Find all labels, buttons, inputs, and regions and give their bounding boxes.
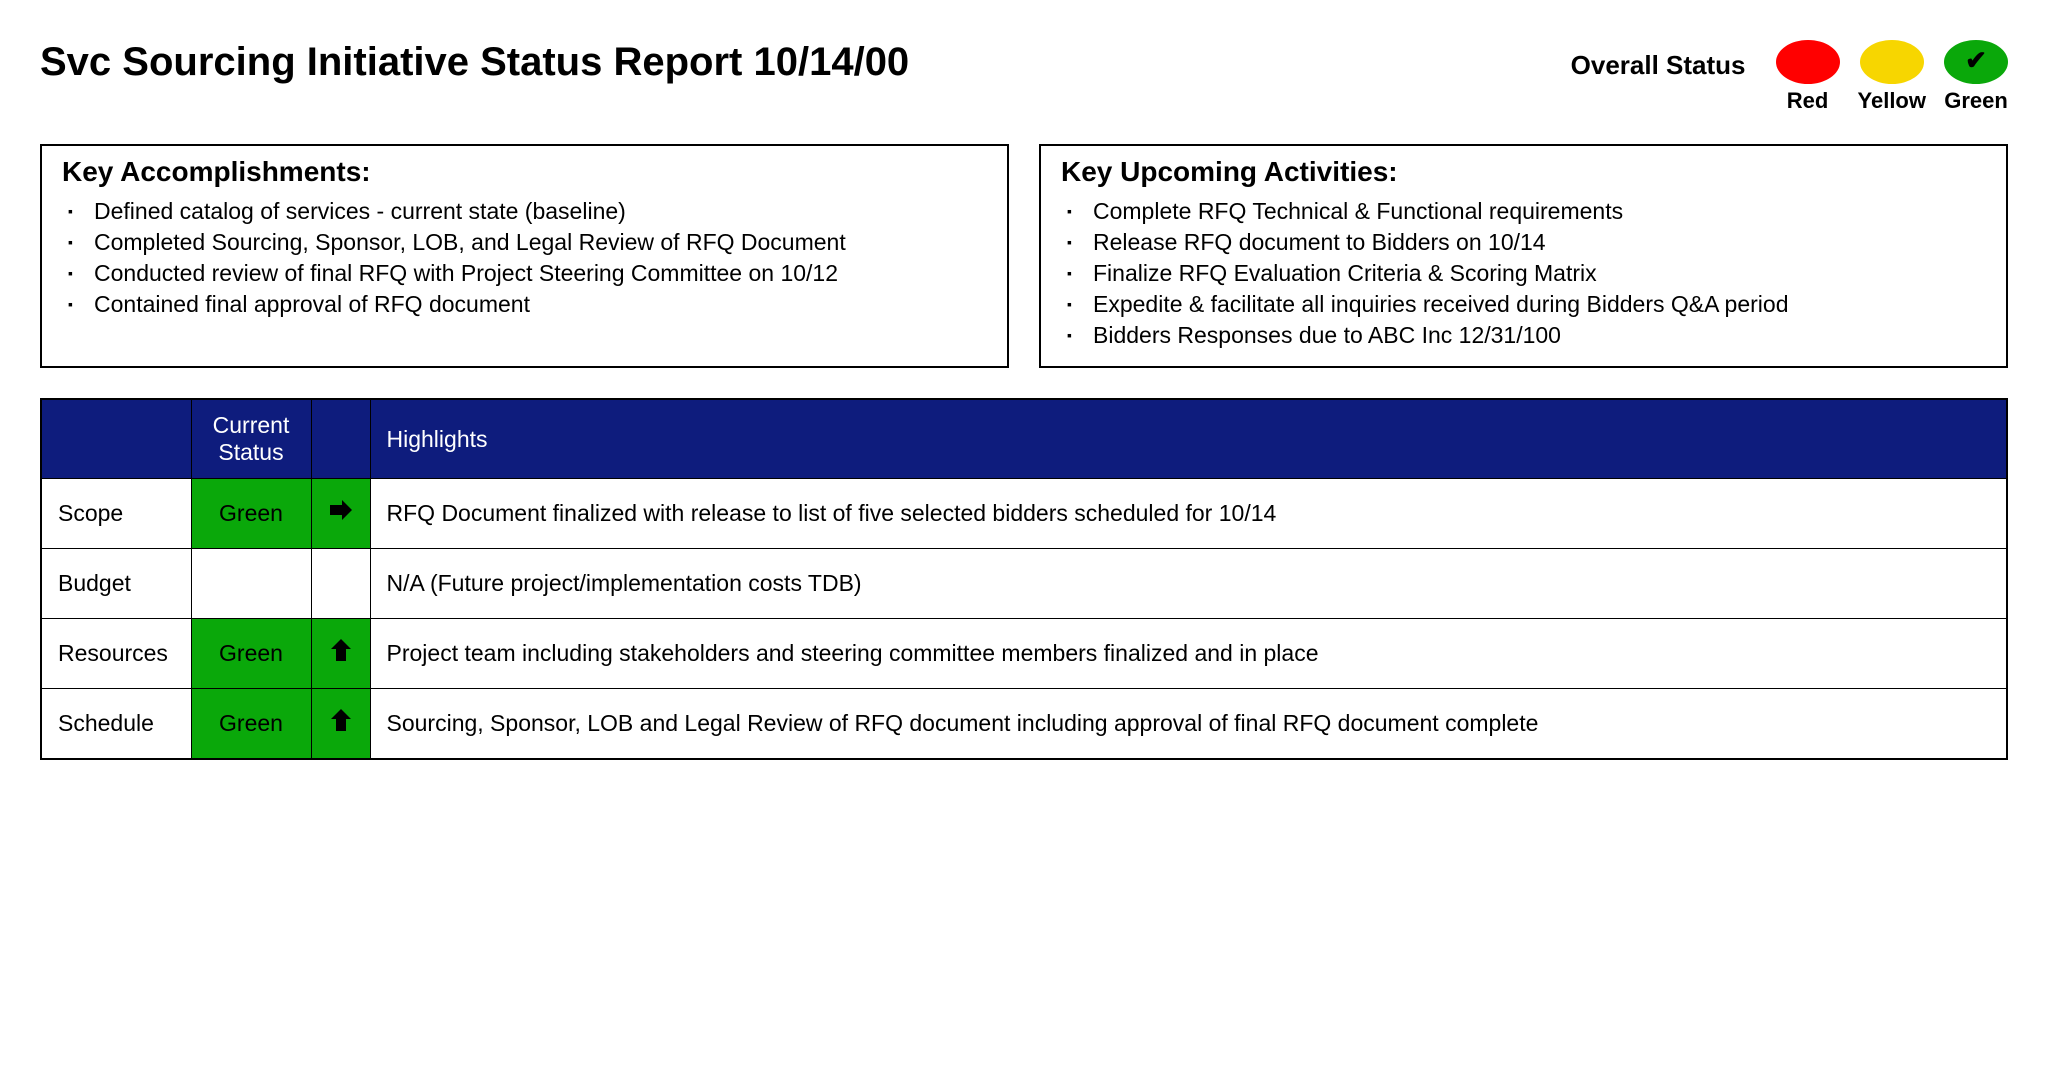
list-item: Completed Sourcing, Sponsor, LOB, and Le…	[90, 227, 987, 258]
checkmark-icon: ✔	[1965, 45, 1987, 76]
key-accomplishments-list: Defined catalog of services - current st…	[62, 196, 987, 320]
col-header-current-status: Current Status	[191, 399, 311, 479]
list-item: Expedite & facilitate all inquiries rece…	[1089, 289, 1986, 320]
category-cell: Resources	[41, 619, 191, 689]
category-cell: Scope	[41, 479, 191, 549]
status-table-header-row: Current Status Highlights	[41, 399, 2007, 479]
col-header-highlights: Highlights	[370, 399, 2007, 479]
category-cell: Schedule	[41, 689, 191, 759]
arrow-up-icon	[328, 707, 354, 740]
list-item: Finalize RFQ Evaluation Criteria & Scori…	[1089, 258, 1986, 289]
key-upcoming-list: Complete RFQ Technical & Functional requ…	[1061, 196, 1986, 351]
legend-item-red: Red	[1776, 40, 1840, 114]
table-row: Budget N/A (Future project/implementation…	[41, 549, 2007, 619]
list-item: Contained final approval of RFQ document	[90, 289, 987, 320]
trend-cell	[311, 479, 370, 549]
legend-label: Green	[1944, 88, 2008, 114]
table-row: ScheduleGreen Sourcing, Sponsor, LOB and …	[41, 689, 2007, 759]
table-row: ScopeGreen RFQ Document finalized with re…	[41, 479, 2007, 549]
key-boxes-row: Key Accomplishments: Defined catalog of …	[40, 144, 2008, 368]
key-upcoming-title: Key Upcoming Activities:	[1061, 156, 1986, 188]
list-item: Conducted review of final RFQ with Proje…	[90, 258, 987, 289]
col-header-trend	[311, 399, 370, 479]
list-item: Bidders Responses due to ABC Inc 12/31/1…	[1089, 320, 1986, 351]
green-status-icon: ✔	[1944, 40, 2008, 84]
highlight-cell: RFQ Document finalized with release to l…	[370, 479, 2007, 549]
arrow-right-icon	[328, 497, 354, 530]
status-table: Current Status Highlights ScopeGreenRFQ …	[40, 398, 2008, 760]
list-item: Complete RFQ Technical & Functional requ…	[1089, 196, 1986, 227]
trend-cell	[311, 619, 370, 689]
highlight-cell: Project team including stakeholders and …	[370, 619, 2007, 689]
status-table-body: ScopeGreenRFQ Document finalized with re…	[41, 479, 2007, 759]
key-accomplishments-title: Key Accomplishments:	[62, 156, 987, 188]
key-accomplishments-box: Key Accomplishments: Defined catalog of …	[40, 144, 1009, 368]
category-cell: Budget	[41, 549, 191, 619]
trend-cell	[311, 689, 370, 759]
key-upcoming-box: Key Upcoming Activities: Complete RFQ Te…	[1039, 144, 2008, 368]
status-cell: Green	[191, 479, 311, 549]
status-cell: Green	[191, 619, 311, 689]
yellow-status-icon	[1860, 40, 1924, 84]
col-header-category	[41, 399, 191, 479]
list-item: Defined catalog of services - current st…	[90, 196, 987, 227]
arrow-up-icon	[328, 637, 354, 670]
legend-label: Red	[1787, 88, 1829, 114]
status-cell: Green	[191, 689, 311, 759]
legend-item-green: ✔ Green	[1944, 40, 2008, 114]
status-legend: Red Yellow ✔ Green	[1776, 40, 2008, 114]
trend-cell	[311, 549, 370, 619]
legend-item-yellow: Yellow	[1858, 40, 1926, 114]
status-cell	[191, 549, 311, 619]
page-title: Svc Sourcing Initiative Status Report 10…	[40, 40, 909, 85]
overall-status-block: Overall Status Red Yellow ✔ Green	[1571, 40, 2008, 114]
highlight-cell: Sourcing, Sponsor, LOB and Legal Review …	[370, 689, 2007, 759]
overall-status-label: Overall Status	[1571, 40, 1746, 81]
highlight-cell: N/A (Future project/implementation costs…	[370, 549, 2007, 619]
table-row: ResourcesGreen Project team including sta…	[41, 619, 2007, 689]
header-row: Svc Sourcing Initiative Status Report 10…	[40, 40, 2008, 114]
red-status-icon	[1776, 40, 1840, 84]
list-item: Release RFQ document to Bidders on 10/14	[1089, 227, 1986, 258]
legend-label: Yellow	[1858, 88, 1926, 114]
